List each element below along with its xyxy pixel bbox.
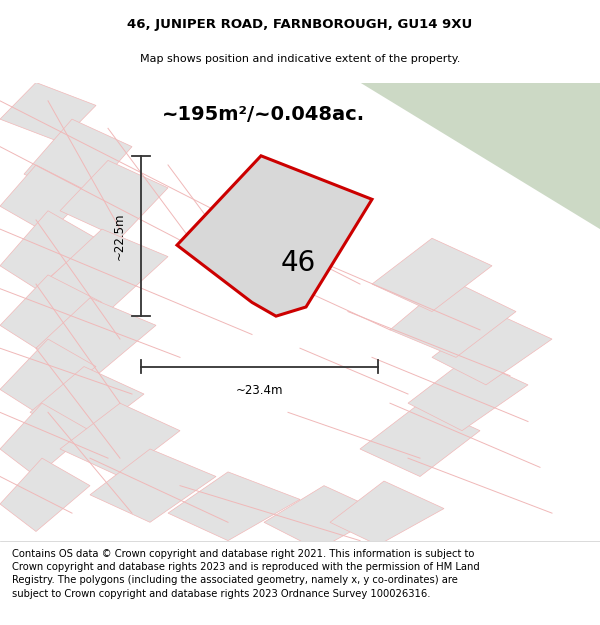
Polygon shape xyxy=(372,238,492,311)
Polygon shape xyxy=(0,165,90,234)
Text: 46: 46 xyxy=(280,249,316,278)
Text: Contains OS data © Crown copyright and database right 2021. This information is : Contains OS data © Crown copyright and d… xyxy=(12,549,480,599)
Polygon shape xyxy=(330,481,444,545)
Polygon shape xyxy=(0,82,96,142)
Polygon shape xyxy=(390,279,516,358)
Polygon shape xyxy=(60,403,180,476)
Polygon shape xyxy=(0,211,96,289)
Polygon shape xyxy=(360,82,600,229)
Polygon shape xyxy=(0,458,90,531)
Polygon shape xyxy=(90,449,216,522)
Polygon shape xyxy=(408,357,528,431)
Polygon shape xyxy=(177,156,372,316)
Text: ~23.4m: ~23.4m xyxy=(236,384,283,397)
Polygon shape xyxy=(60,161,168,238)
Polygon shape xyxy=(432,311,552,385)
Polygon shape xyxy=(264,486,384,550)
Polygon shape xyxy=(30,366,144,440)
Polygon shape xyxy=(24,119,132,202)
Polygon shape xyxy=(48,229,168,311)
Polygon shape xyxy=(0,339,96,412)
Text: ~195m²/~0.048ac.: ~195m²/~0.048ac. xyxy=(162,105,365,124)
Text: ~22.5m: ~22.5m xyxy=(113,213,126,260)
Polygon shape xyxy=(0,275,102,348)
Text: 46, JUNIPER ROAD, FARNBOROUGH, GU14 9XU: 46, JUNIPER ROAD, FARNBOROUGH, GU14 9XU xyxy=(127,18,473,31)
Polygon shape xyxy=(0,403,90,476)
Polygon shape xyxy=(168,472,300,541)
Polygon shape xyxy=(36,298,156,376)
Polygon shape xyxy=(360,403,480,476)
Text: Map shows position and indicative extent of the property.: Map shows position and indicative extent… xyxy=(140,54,460,64)
